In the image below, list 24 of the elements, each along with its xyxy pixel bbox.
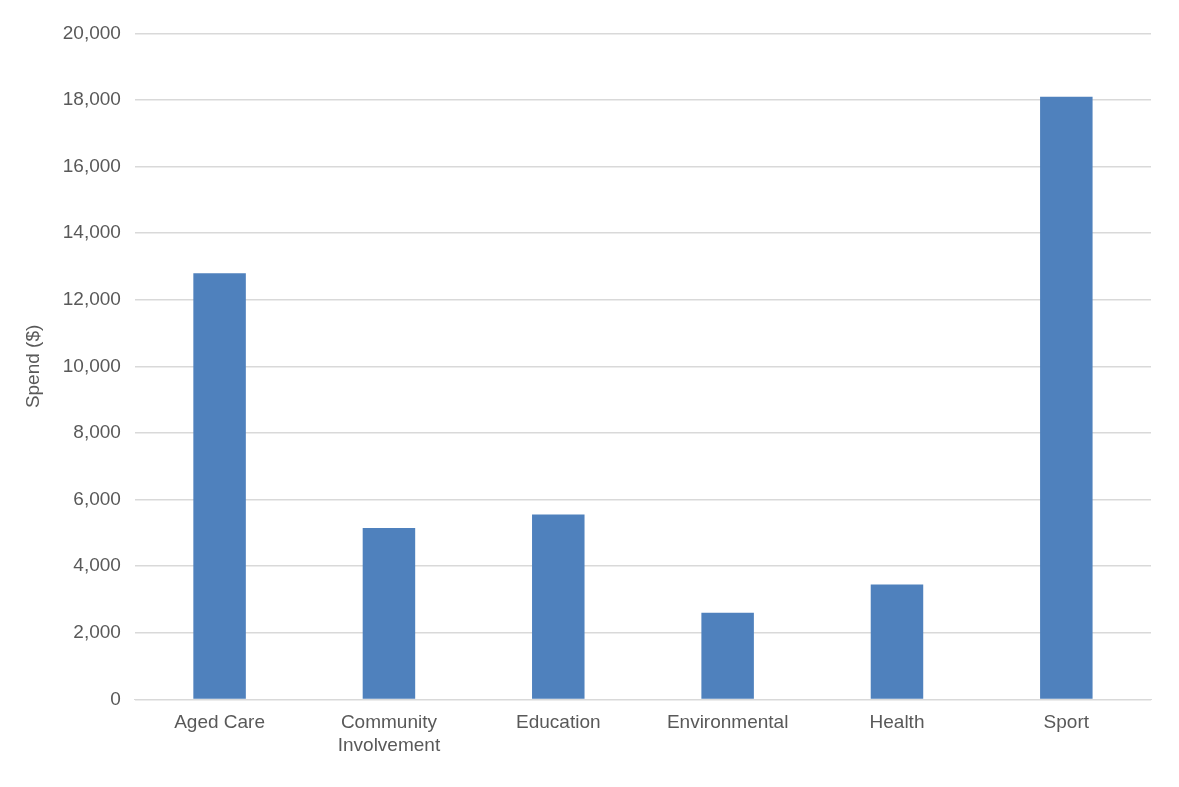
- x-tick-label: Sport: [1043, 711, 1090, 733]
- x-tick-label: Environmental: [666, 711, 789, 733]
- bar: [701, 612, 754, 699]
- bar: [1040, 96, 1093, 699]
- y-tick-label: 10,000: [62, 354, 121, 376]
- bar: [870, 584, 924, 699]
- y-tick-label: 18,000: [62, 88, 121, 110]
- x-tick-label: Community Involvement: [337, 711, 441, 755]
- x-tick-label: Health: [869, 711, 925, 733]
- y-tick-label: 12,000: [62, 288, 121, 310]
- y-tick-label: 2,000: [73, 621, 121, 643]
- y-tick-label: 14,000: [62, 221, 121, 243]
- y-axis-title: Spend ($): [21, 324, 43, 409]
- y-tick-label: 4,000: [73, 554, 121, 576]
- y-tick-label: 0: [110, 687, 121, 709]
- y-tick-label: 6,000: [73, 487, 121, 509]
- x-tick-label: Aged Care: [174, 711, 266, 733]
- bar: [193, 273, 246, 699]
- bar: [532, 514, 585, 699]
- y-tick-label: 20,000: [62, 21, 121, 43]
- y-tick-label: 8,000: [73, 421, 121, 443]
- bar: [362, 527, 416, 699]
- x-tick-label: Education: [516, 711, 601, 733]
- y-tick-label: 16,000: [62, 154, 121, 176]
